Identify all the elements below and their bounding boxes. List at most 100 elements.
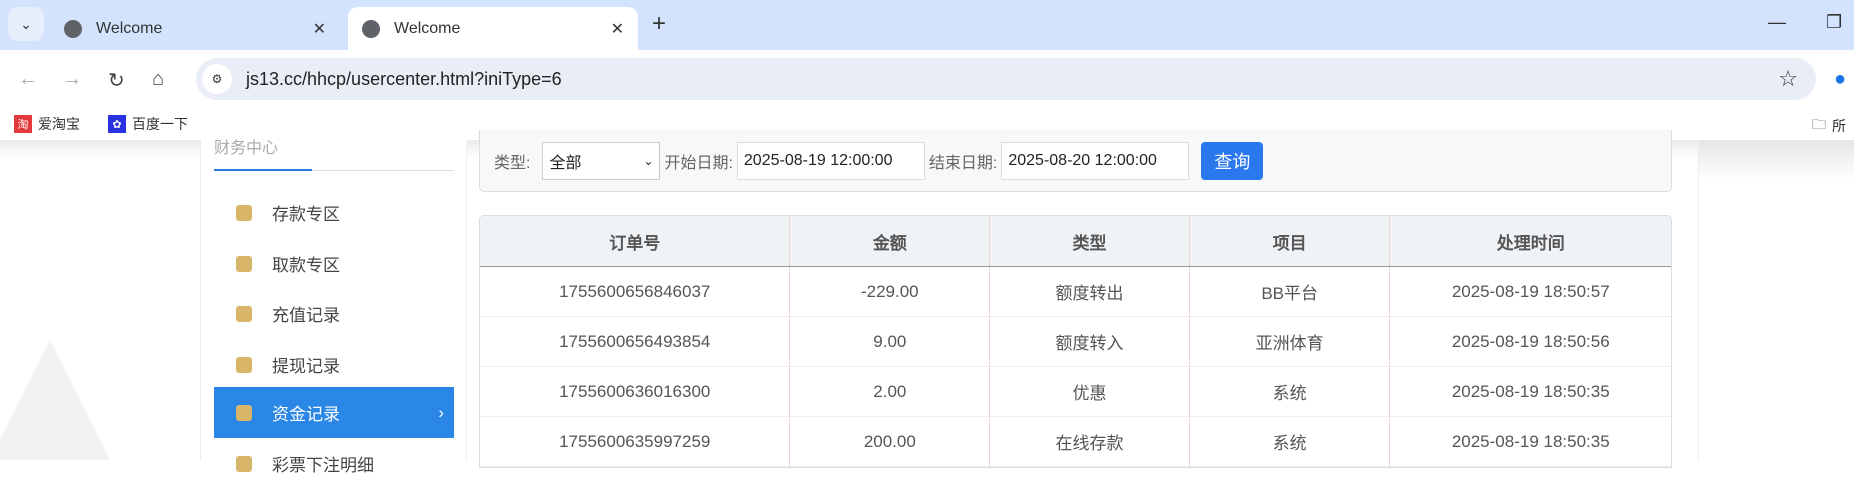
- column-header: 订单号: [480, 216, 791, 266]
- taobao-icon: 淘: [14, 115, 32, 133]
- process-time: 2025-08-19 18:50:57: [1451, 281, 1610, 301]
- tab-strip: ⌄ Welcome ✕ Welcome ✕ + — ❐: [0, 0, 1854, 50]
- project: BB平台: [1190, 267, 1391, 316]
- lottery-icon: [236, 455, 252, 472]
- table-row: 1755600656493854 9.00 额度转入 亚洲体育 2025-08-…: [480, 317, 1671, 367]
- minimize-button[interactable]: —: [1768, 12, 1786, 32]
- url-text[interactable]: js13.cc/hhcp/usercenter.html?iniType=6: [246, 68, 562, 89]
- site-settings-icon[interactable]: ⚙: [202, 64, 232, 94]
- start-date-value: 2025-08-19 12:00:00: [743, 151, 893, 169]
- type: 额度转入: [990, 317, 1190, 366]
- close-icon[interactable]: ✕: [312, 20, 326, 38]
- end-date-value: 2025-08-20 12:00:00: [1008, 151, 1157, 169]
- close-icon[interactable]: ✕: [610, 20, 624, 38]
- tab-search-button[interactable]: ⌄: [8, 7, 44, 41]
- amount: -229.00: [790, 267, 991, 316]
- chevron-down-icon: ⌄: [20, 15, 32, 32]
- sidebar-item-label: 充值记录: [272, 306, 340, 325]
- sidebar-item-lottery-bets[interactable]: 彩票下注明细: [214, 438, 454, 489]
- query-button[interactable]: 查询: [1201, 141, 1264, 180]
- filter-bar: 类型: 全部 ⌄ 开始日期: 2025-08-19 12:00:00 结束日期: …: [479, 130, 1672, 192]
- back-button[interactable]: ←: [18, 68, 38, 90]
- wallet-icon: [236, 356, 252, 373]
- table-row: 1755600636016300 2.00 优惠 系统 2025-08-19 1…: [480, 367, 1671, 417]
- background-decoration: [0, 340, 110, 460]
- project: 系统: [1190, 417, 1391, 466]
- table-header: 订单号 金额 类型 项目 处理时间: [480, 216, 1671, 267]
- project: 系统: [1190, 367, 1391, 416]
- tab-welcome-2[interactable]: Welcome ✕: [348, 7, 638, 50]
- column-header: 项目: [1190, 216, 1391, 266]
- address-toolbar: ← → ↻ ⌂ ⚙ js13.cc/hhcp/usercenter.html?i…: [0, 50, 1854, 109]
- address-bar[interactable]: ⚙ js13.cc/hhcp/usercenter.html?iniType=6…: [196, 58, 1816, 100]
- tab-title: Welcome: [96, 19, 163, 37]
- project: 亚洲体育: [1190, 317, 1391, 366]
- bookmark-star-icon[interactable]: ☆: [1778, 66, 1798, 91]
- tab-title: Welcome: [394, 19, 461, 37]
- order-id: 1755600656846037: [480, 267, 791, 316]
- order-id: 1755600656493854: [480, 317, 791, 366]
- bookmark-label: 爱淘宝: [38, 116, 80, 132]
- baidu-paw-icon: ✿: [108, 115, 126, 133]
- profile-icon[interactable]: ●: [1834, 68, 1847, 90]
- amount: 9.00: [790, 317, 991, 366]
- process-time: 2025-08-19 18:50:56: [1451, 331, 1610, 351]
- start-date-label: 开始日期:: [664, 154, 733, 172]
- sidebar-item-label: 取款专区: [272, 256, 340, 275]
- column-header: 金额: [790, 216, 991, 266]
- folder-icon: 🗀: [1812, 116, 1826, 132]
- sidebar-title: 财务中心: [214, 140, 279, 157]
- sidebar-item-label: 资金记录: [272, 405, 340, 424]
- sidebar-item-funds-records[interactable]: 资金记录 ›: [214, 387, 454, 438]
- reload-button[interactable]: ↻: [108, 70, 125, 92]
- forward-button[interactable]: →: [62, 68, 82, 90]
- sidebar-item-withdraw[interactable]: 取款专区: [214, 238, 454, 289]
- funds-table: 订单号 金额 类型 项目 处理时间 1755600656846037 -229.…: [479, 215, 1672, 468]
- order-id: 1755600636016300: [480, 367, 791, 416]
- type: 在线存款: [990, 417, 1190, 466]
- new-tab-button[interactable]: +: [652, 10, 667, 37]
- amount: 200.00: [790, 417, 991, 466]
- chevron-right-icon: ›: [438, 402, 444, 422]
- type: 优惠: [990, 367, 1190, 416]
- order-id: 1755600635997259: [480, 417, 791, 466]
- withdraw-hand-icon: [236, 255, 252, 272]
- sidebar-item-label: 存款专区: [272, 205, 340, 224]
- bookmark-taobao[interactable]: 淘 爱淘宝: [14, 114, 80, 134]
- sidebar: 财务中心 存款专区 取款专区 充值记录 提现记录 资金记录 › 彩票下注明细: [200, 140, 467, 475]
- end-date-label: 结束日期:: [928, 154, 998, 172]
- type-select[interactable]: 全部 ⌄: [542, 141, 661, 180]
- start-date-input[interactable]: 2025-08-19 12:00:00: [736, 141, 925, 180]
- tab-welcome-1[interactable]: Welcome ✕: [50, 7, 340, 50]
- bookmark-label: 所: [1832, 118, 1846, 134]
- type-label: 类型:: [494, 154, 531, 172]
- end-date-input[interactable]: 2025-08-20 12:00:00: [1001, 141, 1190, 180]
- process-time: 2025-08-19 18:50:35: [1451, 431, 1610, 451]
- divider: [214, 169, 454, 171]
- sidebar-item-recharge-records[interactable]: 充值记录: [214, 288, 454, 339]
- type-value: 全部: [549, 154, 582, 172]
- amount: 2.00: [790, 367, 991, 416]
- money-bag-icon: [236, 305, 252, 322]
- sidebar-item-label: 提现记录: [272, 357, 340, 376]
- restore-button[interactable]: ❐: [1826, 12, 1843, 32]
- page-content: 财务中心 存款专区 取款专区 充值记录 提现记录 资金记录 › 彩票下注明细 类型…: [0, 130, 1854, 475]
- globe-icon: [64, 19, 82, 38]
- sidebar-item-deposit[interactable]: 存款专区: [214, 187, 454, 238]
- sidebar-item-label: 彩票下注明细: [272, 456, 374, 475]
- column-header: 类型: [990, 216, 1190, 266]
- home-button[interactable]: ⌂: [152, 68, 165, 90]
- bookmark-baidu[interactable]: ✿ 百度一下: [108, 114, 188, 134]
- bookmarks-folder[interactable]: 🗀 所: [1812, 114, 1846, 138]
- sidebar-item-withdraw-records[interactable]: 提现记录: [214, 339, 454, 390]
- type: 额度转出: [990, 267, 1190, 316]
- process-time: 2025-08-19 18:50:35: [1451, 381, 1610, 401]
- column-header: 处理时间: [1496, 233, 1565, 253]
- funds-icon: [236, 404, 252, 421]
- table-row: 1755600656846037 -229.00 额度转出 BB平台 2025-…: [480, 267, 1671, 317]
- chevron-down-icon: ⌄: [643, 153, 654, 168]
- bookmark-label: 百度一下: [132, 116, 188, 132]
- right-panel: [1698, 140, 1854, 460]
- deposit-card-icon: [236, 204, 252, 221]
- globe-icon: [362, 19, 380, 38]
